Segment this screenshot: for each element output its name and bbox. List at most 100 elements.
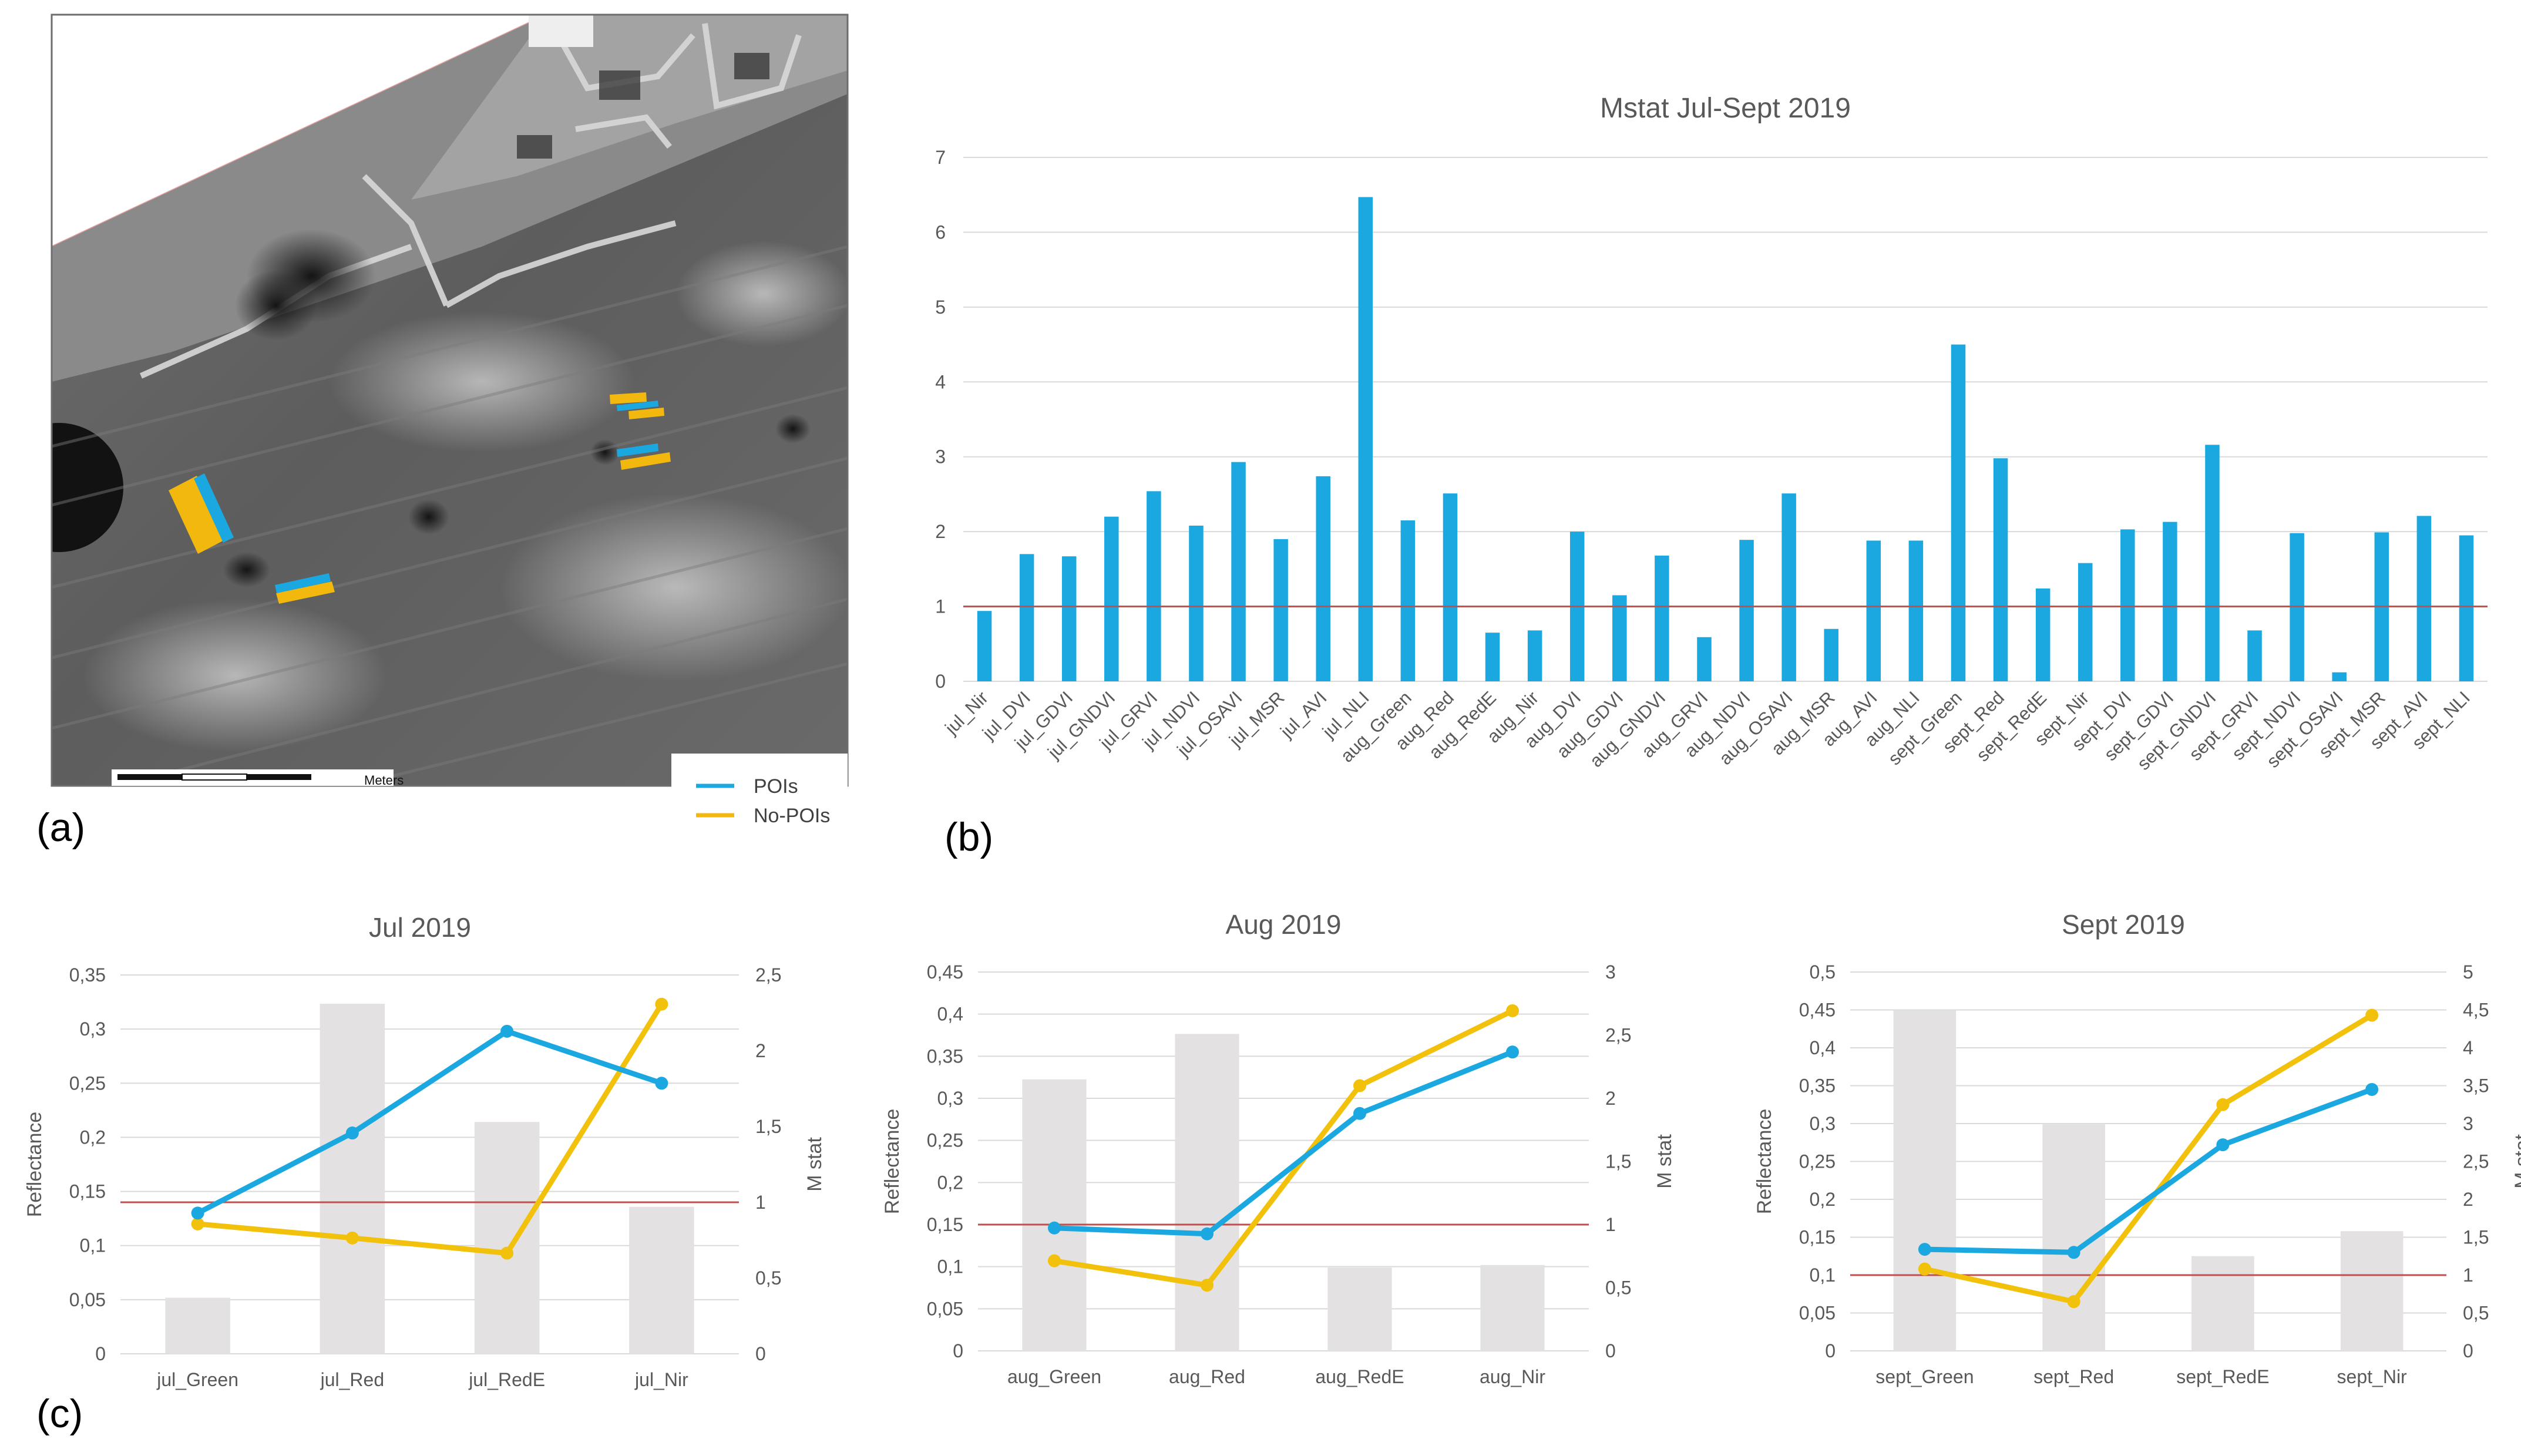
y-axis-title: Reflectance (23, 1112, 46, 1218)
legend-no-pois-label: No-POIs (754, 805, 830, 827)
y-tick-label: 0,3 (1810, 1113, 1836, 1134)
y-tick-label: 0,2 (1810, 1189, 1836, 1210)
y2-tick-label: 1 (1605, 1214, 1616, 1235)
bar (1104, 516, 1119, 681)
mstat-bar (1480, 1265, 1545, 1351)
mstat-bar (2191, 1256, 2254, 1351)
y-tick-label: 0,45 (927, 961, 963, 983)
y2-tick-label: 4 (2463, 1037, 2473, 1058)
y-tick-label: 0,25 (1799, 1151, 1836, 1172)
y-tick-label: 0,2 (80, 1127, 106, 1148)
pois-point (500, 1024, 514, 1038)
bar (2078, 563, 2093, 681)
y2-tick-label: 2,5 (2463, 1151, 2489, 1172)
y2-tick-label: 2,5 (1605, 1025, 1631, 1046)
pois-point (655, 1077, 668, 1090)
bar (2205, 445, 2220, 681)
y2-tick-label: 2 (755, 1040, 766, 1061)
y2-tick-label: 4,5 (2463, 1000, 2489, 1021)
pois-line (1922, 1087, 2375, 1255)
mstat-bar (629, 1206, 694, 1354)
bar (1781, 493, 1796, 681)
y-tick-label: 0,5 (1810, 961, 1836, 983)
y-tick-label: 5 (935, 297, 946, 318)
bar (1739, 540, 1754, 681)
no-pois-point (1353, 1079, 1366, 1092)
scale-bar: Meters (117, 773, 404, 788)
y-tick-label: 0,05 (69, 1289, 106, 1310)
y-axis-title: Reflectance (881, 1109, 903, 1215)
y-tick-label: 0,1 (937, 1256, 963, 1277)
y2-tick-label: 1,5 (2463, 1227, 2489, 1248)
no-pois-point (345, 1231, 359, 1245)
aerial-map: Meters POIs No-POIs (51, 14, 849, 856)
no-pois-point (2365, 1008, 2379, 1022)
no-pois-point (1506, 1004, 1519, 1017)
bar (1316, 476, 1330, 681)
y2-tick-label: 1,5 (1605, 1151, 1631, 1172)
bar (1189, 525, 1204, 681)
mstat-bar (1022, 1079, 1087, 1351)
pois-line (195, 1028, 664, 1216)
pois-point (345, 1127, 359, 1140)
x-tick-label: aug_Nir (1480, 1366, 1545, 1387)
x-tick-label: jul_Red (320, 1369, 385, 1390)
y-tick-label: 0 (95, 1343, 106, 1364)
y2-tick-label: 2 (2463, 1189, 2473, 1210)
bar (1612, 595, 1627, 681)
bar (1019, 554, 1034, 681)
y-tick-label: 4 (935, 371, 946, 392)
y2-tick-label: 3 (2463, 1113, 2473, 1134)
x-tick-label: jul_Green (156, 1369, 238, 1390)
bar (1951, 344, 1966, 681)
pois-point (191, 1206, 204, 1220)
bar (1824, 628, 1838, 681)
pois-point (1048, 1221, 1061, 1235)
y-tick-label: 0,15 (69, 1181, 106, 1202)
x-tick-label: sept_Red (2033, 1366, 2114, 1387)
mstat-bar (1893, 1010, 1957, 1351)
y2-tick-label: 0 (1605, 1340, 1616, 1361)
jul-2019-chart: Jul 2019 0 0,05 0,1 0,15 0,2 0,25 0,3 0,35 0 0,5 1 1… (23, 912, 826, 1390)
pois-point (1353, 1107, 1366, 1120)
y2-tick-label: 5 (2463, 961, 2473, 983)
y-tick-label: 2 (935, 521, 946, 542)
y2-axis-title: M stat (1653, 1134, 1676, 1189)
no-pois-line (1922, 1013, 2375, 1304)
y2-axis-title: M stat (2511, 1134, 2521, 1189)
x-tick-label: sept_Green (1875, 1366, 1974, 1387)
bar (1485, 633, 1500, 681)
mstat-bar (1327, 1267, 1392, 1351)
no-pois-point (2216, 1098, 2230, 1111)
bar (1061, 556, 1077, 681)
y-tick-label: 0,3 (937, 1088, 963, 1109)
y-tick-label: 0,35 (69, 964, 106, 986)
y-tick-label: 0,2 (937, 1172, 963, 1193)
no-pois-point (2067, 1295, 2080, 1309)
bar (1273, 539, 1288, 681)
y-tick-label: 0,35 (927, 1045, 963, 1067)
y-tick-label: 0,4 (1810, 1037, 1836, 1058)
y2-tick-label: 1 (2463, 1265, 2473, 1286)
legend-pois-label: POIs (754, 775, 798, 798)
x-tick-label: sept_RedE (2176, 1366, 2269, 1387)
bar (1697, 637, 1712, 681)
pois-point (2067, 1246, 2080, 1259)
bar (977, 611, 992, 681)
y2-axis-title: M stat (804, 1137, 826, 1192)
y-tick-label: 0,25 (927, 1130, 963, 1151)
x-tick-label: jul_Nir (634, 1369, 688, 1390)
aug-2019-chart: Aug 2019 0 0,05 0,1 0,15 0,2 0,25 0,3 0,35 0,4 0,4… (881, 909, 1676, 1387)
y2-tick-label: 0,5 (1605, 1277, 1631, 1299)
no-pois-point (191, 1217, 204, 1230)
y-axis-title: Reflectance (1753, 1109, 1776, 1215)
y-tick-label: 0 (1825, 1340, 1836, 1361)
bar (1993, 458, 2008, 681)
y-tick-label: 0 (953, 1340, 963, 1361)
pois-point (1201, 1227, 1214, 1240)
y-tick-label: 0,45 (1799, 1000, 1836, 1021)
mstat-bar (474, 1122, 540, 1354)
pois-point (1918, 1243, 1931, 1256)
